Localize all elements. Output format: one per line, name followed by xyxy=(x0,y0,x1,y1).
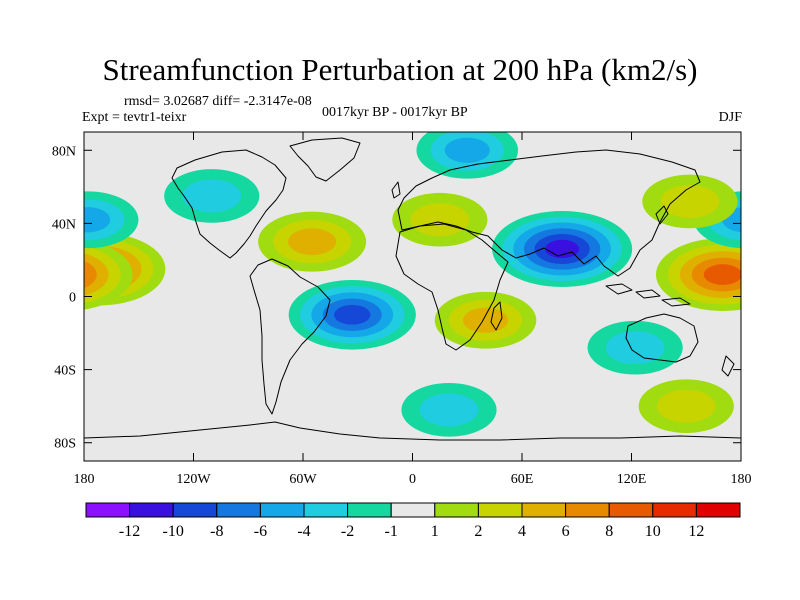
colorbar-label: 1 xyxy=(431,523,439,540)
anomaly-east-asia-high xyxy=(4,174,738,229)
coast-greenland xyxy=(289,137,361,182)
anomaly-arctic-low xyxy=(416,132,519,179)
colorbar-swatch xyxy=(565,502,610,518)
map-area xyxy=(4,132,741,461)
contour-ring xyxy=(656,389,716,423)
anomaly-australia-low xyxy=(587,320,683,375)
x-tick-label: 120E xyxy=(617,472,647,487)
contour-ring xyxy=(545,239,580,259)
anomaly-western-pacific-tropical-high xyxy=(84,238,741,311)
stats-label: rmsd= 3.02687 diff= -2.3147e-08 xyxy=(124,94,312,109)
colorbar-label: -1 xyxy=(385,523,398,540)
colorbar-label: 8 xyxy=(605,523,613,540)
contour-ring xyxy=(703,264,741,285)
anomaly-southern-ocean-low xyxy=(401,383,497,437)
contour-ring xyxy=(84,207,111,233)
chart-title: Streamfunction Perturbation at 200 hPa (… xyxy=(102,52,698,87)
colorbar-swatch xyxy=(434,502,479,518)
colorbar-label: -10 xyxy=(163,523,184,540)
x-tick-label: 60E xyxy=(511,472,534,487)
coast-south-america xyxy=(249,258,331,415)
contour-ring xyxy=(462,307,509,333)
colorbar: -12 -10 -8 -6 -4 -2 -1 1 2 4 6 8 10 12 xyxy=(85,502,741,540)
contour-ring xyxy=(605,331,665,365)
period-label: 0017kyr BP - 0017kyr BP xyxy=(322,105,468,120)
colorbar-swatch xyxy=(172,502,218,518)
contour-ring xyxy=(334,304,371,325)
contour-ring-wrap xyxy=(4,185,63,218)
colorbar-label: 12 xyxy=(688,523,704,540)
colorbar-label: 10 xyxy=(645,523,661,540)
anomaly-europe-high xyxy=(392,192,488,247)
anomaly-south-atlantic-low xyxy=(288,279,416,350)
coast-antarctica xyxy=(84,421,741,441)
x-tick-label: 120W xyxy=(176,472,211,487)
colorbar-swatch xyxy=(477,502,523,518)
x-tick-label: 60W xyxy=(289,472,317,487)
y-tick-label: 80N xyxy=(52,144,76,159)
contour-ring-wrap xyxy=(736,262,741,276)
season-label: DJF xyxy=(718,110,742,125)
x-tick-label: 180 xyxy=(731,472,752,487)
colorbar-label: -4 xyxy=(297,523,310,540)
contour-ring-wrap xyxy=(84,271,85,278)
anomaly-south-pacific-high xyxy=(638,379,734,433)
colorbar-label: -2 xyxy=(341,523,354,540)
anomaly-north-atlantic-high xyxy=(258,211,367,272)
y-tick-label: 80S xyxy=(54,437,76,452)
coast-indonesia xyxy=(605,283,691,307)
colorbar-label: -6 xyxy=(254,523,267,540)
axis-layer: 180 120W 60W 0 60E 120E 180 80N 40N 0 40S 80S xyxy=(52,132,752,487)
coast-uk xyxy=(391,181,401,199)
coast-eurasia xyxy=(397,149,701,277)
colorbar-label: 4 xyxy=(518,523,526,540)
colorbar-label: 2 xyxy=(474,523,482,540)
contour-ring xyxy=(444,137,490,163)
colorbar-swatch xyxy=(129,502,174,518)
experiment-label: Expt = tevtr1-teixr xyxy=(82,110,187,125)
contour-ring xyxy=(419,393,479,427)
anomaly-north-america-low xyxy=(164,169,260,223)
coast-madagascar xyxy=(490,301,503,331)
y-tick-label: 40N xyxy=(52,217,76,232)
coastlines xyxy=(84,137,741,441)
colorbar-label: -12 xyxy=(119,523,140,540)
colorbar-swatch xyxy=(303,502,349,518)
colorbar-swatch xyxy=(652,502,697,518)
contour-ring xyxy=(182,179,242,213)
coast-africa xyxy=(395,223,509,351)
coast-japan xyxy=(655,205,669,225)
anomaly-layer xyxy=(4,132,741,437)
colorbar-swatch xyxy=(521,502,567,518)
colorbar-swatch xyxy=(608,502,654,518)
contour-ring-wrap xyxy=(84,260,97,289)
colorbar-swatch xyxy=(390,502,436,518)
colorbar-swatch xyxy=(85,502,131,518)
contour-ring xyxy=(660,184,720,218)
colorbar-swatch xyxy=(347,502,392,518)
y-tick-label: 40S xyxy=(54,364,76,379)
colorbar-swatch xyxy=(259,502,305,518)
coast-new-zealand xyxy=(721,355,735,377)
coast-north-america xyxy=(171,149,287,259)
anomaly-east-africa-high xyxy=(434,291,537,349)
colorbar-label: 6 xyxy=(562,523,570,540)
contour-ring xyxy=(288,228,337,255)
colorbar-swatch xyxy=(695,502,741,518)
x-tick-label: 180 xyxy=(74,472,95,487)
x-tick-label: 0 xyxy=(409,472,416,487)
colorbar-swatch xyxy=(216,502,261,518)
colorbar-label: -8 xyxy=(210,523,223,540)
contour-ring xyxy=(410,203,470,237)
anomaly-south-asia-low xyxy=(492,210,633,287)
coast-australia xyxy=(625,313,699,363)
y-tick-label: 0 xyxy=(69,291,76,306)
